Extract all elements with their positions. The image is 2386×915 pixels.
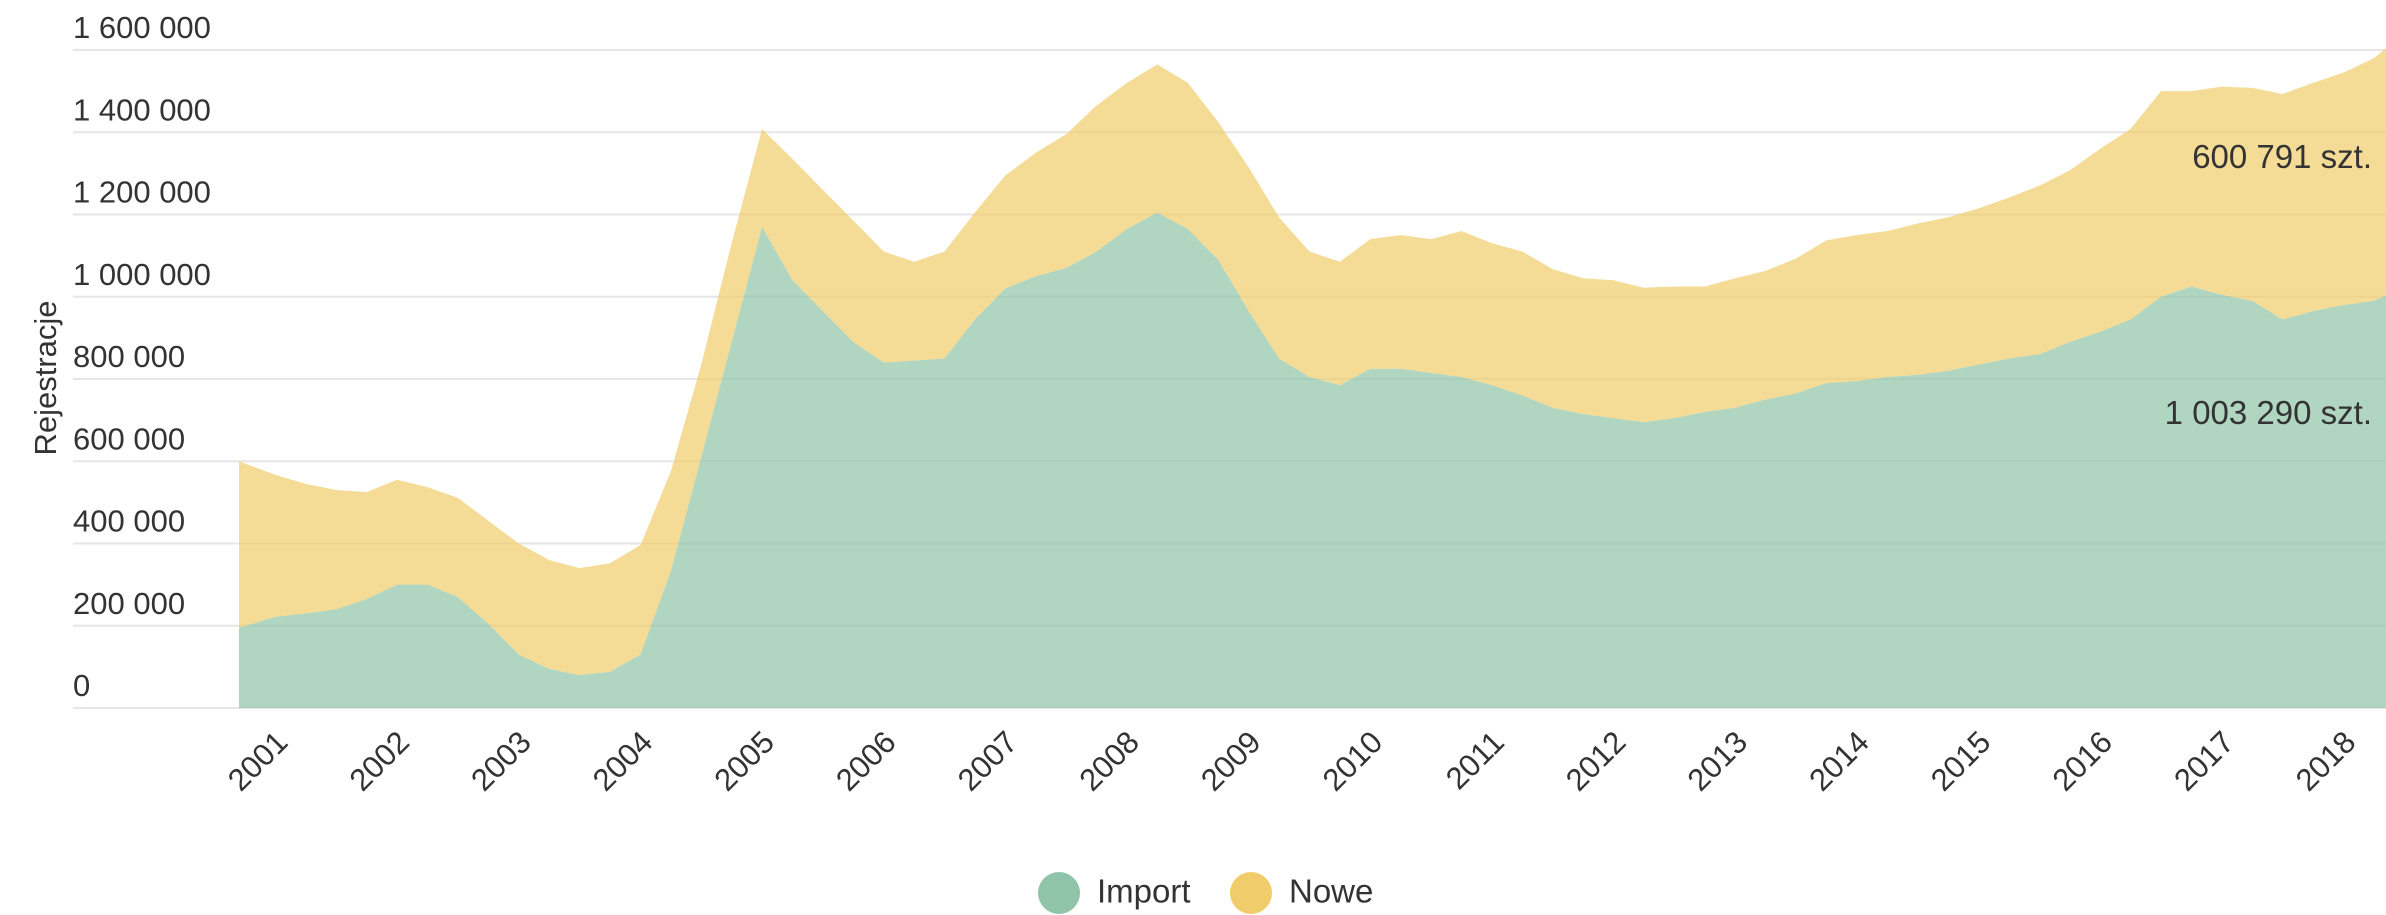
y-tick-label: 400 000 (73, 504, 185, 539)
area (239, 48, 2386, 676)
x-tick-label: 2013 (1681, 724, 1755, 798)
legend-swatch (1038, 872, 1080, 914)
x-tick-label: 2010 (1316, 724, 1390, 798)
area (239, 212, 2386, 708)
x-tick-label: 2003 (464, 724, 538, 798)
x-tick-label: 2008 (1072, 724, 1146, 798)
x-tick-label: 2005 (707, 724, 781, 798)
x-tick-label: 2006 (829, 724, 903, 798)
legend-swatch (1230, 872, 1272, 914)
x-tick-label: 2004 (586, 724, 660, 798)
y-tick-label: 600 000 (73, 421, 185, 456)
x-tick-label: 2002 (343, 724, 417, 798)
y-tick-label: 0 (73, 668, 90, 703)
y-axis-label: Rejestracje (28, 300, 63, 455)
value-label: 600 791 szt. (2192, 138, 2372, 175)
x-tick-label: 2018 (2289, 724, 2363, 798)
x-tick-label: 2012 (1559, 724, 1633, 798)
legend: Import Nowe (1038, 872, 1373, 914)
y-tick-label: 1 400 000 (73, 92, 211, 127)
x-tick-label: 2015 (1924, 724, 1998, 798)
areas (239, 48, 2386, 708)
y-tick-label: 1 200 000 (73, 175, 211, 210)
y-tick-label: 200 000 (73, 586, 185, 621)
x-tick-label: 2014 (1802, 724, 1876, 798)
y-tick-label: 800 000 (73, 339, 185, 374)
legend-label: Nowe (1289, 873, 1373, 910)
value-label: 1 003 290 szt. (2165, 394, 2372, 431)
x-tick-label: 2017 (2167, 724, 2241, 798)
x-tick-label: 2011 (1439, 724, 1511, 796)
x-tick-label: 2001 (221, 724, 295, 798)
x-tick-label: 2016 (2046, 724, 2120, 798)
y-tick-label: 1 600 000 (73, 10, 211, 45)
x-tick-label: 2009 (1194, 724, 1268, 798)
x-tick-label: 2007 (951, 724, 1025, 798)
y-tick-label: 1 000 000 (73, 257, 211, 292)
legend-label: Import (1097, 873, 1191, 910)
